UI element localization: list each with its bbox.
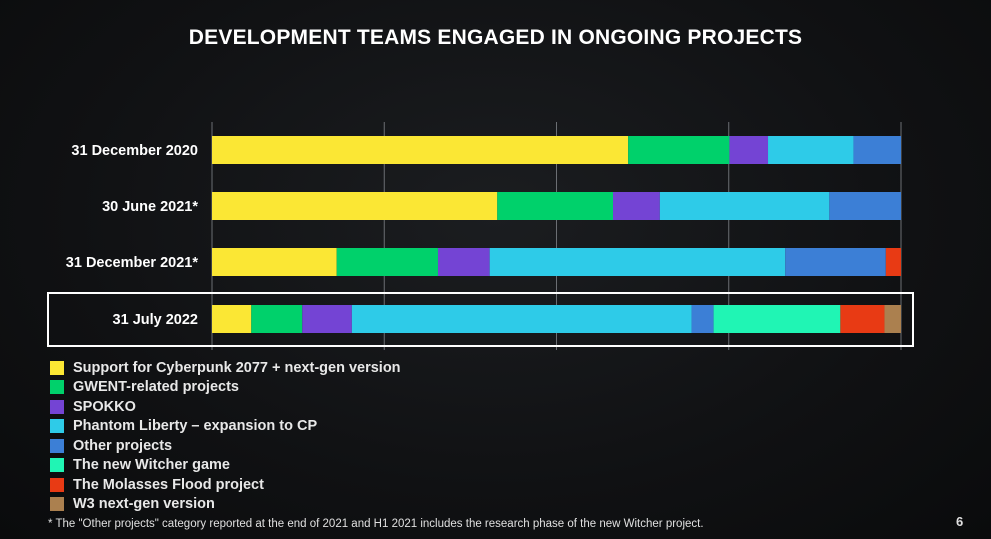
bar-segment [212, 248, 337, 276]
legend-item: SPOKKO [50, 397, 401, 417]
bar-segment [628, 136, 730, 164]
bar-segment [302, 305, 352, 333]
bar-segment [768, 136, 854, 164]
bar-segment [497, 192, 613, 220]
bar-segment [251, 305, 303, 333]
bar-segment [785, 248, 886, 276]
legend-label: GWENT-related projects [73, 379, 239, 396]
bar-segment [729, 136, 769, 164]
category-labels: 31 December 2020 30 June 2021* 31 December… [66, 143, 199, 328]
category-label: 30 June 2021* [102, 199, 198, 215]
bar-segment [884, 305, 901, 333]
legend-swatch [50, 438, 64, 453]
bar-segment [885, 248, 901, 276]
bars [212, 136, 901, 333]
legend-item: Other projects [50, 436, 401, 456]
legend-label: Other projects [73, 437, 173, 454]
legend-swatch [50, 419, 64, 434]
category-label: 31 July 2022 [113, 312, 198, 328]
bar-segment [691, 305, 714, 333]
bar-segment [351, 305, 692, 333]
legend-label: SPOKKO [73, 398, 136, 415]
bar-segment [840, 305, 885, 333]
legend-item: GWENT-related projects [50, 378, 401, 398]
footnote: * The "Other projects" category reported… [48, 518, 704, 530]
bar-segment [437, 248, 490, 276]
bar-segment [489, 248, 786, 276]
category-label: 31 December 2020 [71, 143, 198, 159]
legend-swatch [50, 477, 64, 492]
legend-label: The Molasses Flood project [73, 476, 264, 493]
legend-item: Support for Cyberpunk 2077 + next-gen ve… [50, 358, 401, 378]
legend-label: W3 next-gen version [73, 496, 215, 513]
legend-swatch [50, 399, 64, 414]
legend-swatch [50, 458, 64, 473]
legend-item: The Molasses Flood project [50, 475, 401, 495]
legend-label: Phantom Liberty – expansion to CP [73, 418, 318, 435]
bar-segment [659, 192, 830, 220]
bar-segment [212, 305, 252, 333]
bar-segment [829, 192, 901, 220]
legend-label: Support for Cyberpunk 2077 + next-gen ve… [73, 359, 401, 376]
bar-segment [853, 136, 901, 164]
legend-item: W3 next-gen version [50, 495, 401, 515]
highlight-frame-latest-period [47, 292, 914, 347]
legend-item: Phantom Liberty – expansion to CP [50, 417, 401, 437]
bar-segment [336, 248, 438, 276]
legend-swatch [50, 380, 64, 395]
category-label: 31 December 2021* [66, 255, 199, 271]
bar-segment [212, 192, 498, 220]
bar-segment [212, 136, 629, 164]
legend: Support for Cyberpunk 2077 + next-gen ve… [50, 358, 401, 514]
legend-swatch [50, 497, 64, 512]
chart-title: DEVELOPMENT TEAMS ENGAGED IN ONGOING PRO… [188, 26, 803, 49]
bar-segment [713, 305, 841, 333]
legend-item: The new Witcher game [50, 456, 401, 476]
legend-label: The new Witcher game [73, 457, 230, 474]
page-number: 6 [956, 514, 964, 529]
bar-segment [613, 192, 660, 220]
legend-swatch [50, 360, 64, 375]
